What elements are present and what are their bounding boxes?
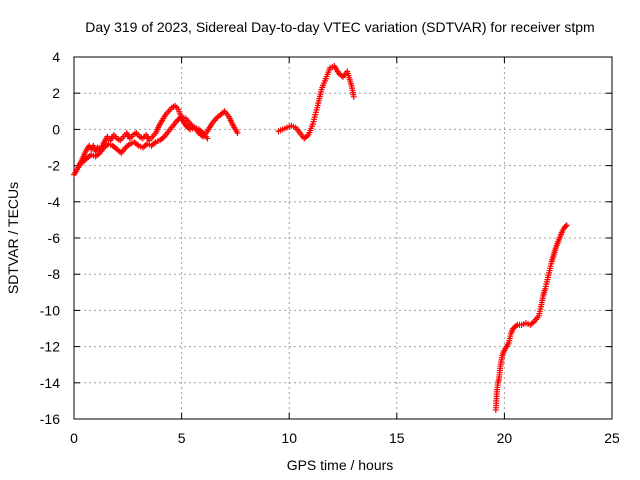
series-segment-1b [75, 113, 211, 169]
data-point [350, 93, 357, 100]
data-point [234, 130, 241, 137]
x-tick-label: 15 [389, 430, 405, 446]
y-tick-label: -10 [40, 302, 60, 318]
series-segment-2 [275, 63, 357, 142]
y-axis-label: SDTVAR / TECUs [5, 182, 21, 294]
y-tick-label: -12 [40, 339, 60, 355]
data-point [204, 135, 211, 142]
chart-title: Day 319 of 2023, Sidereal Day-to-day VTE… [85, 19, 594, 35]
x-axis-label: GPS time / hours [287, 457, 394, 473]
y-tick-label: -6 [48, 230, 61, 246]
x-axis: 0 5 10 15 20 25 [70, 57, 620, 446]
y-tick-label: -4 [48, 194, 61, 210]
y-tick-label: -14 [40, 375, 60, 391]
data-point [563, 222, 570, 229]
data-point [562, 223, 569, 230]
y-tick-label: 2 [52, 85, 60, 101]
y-axis: -16 -14 -12 -10 -8 -6 -4 -2 0 2 4 [40, 49, 612, 427]
x-tick-label: 25 [604, 430, 620, 446]
x-tick-label: 0 [70, 430, 78, 446]
y-tick-label: -8 [48, 266, 61, 282]
x-tick-label: 5 [178, 430, 186, 446]
grid [74, 57, 612, 419]
y-tick-label: 0 [52, 121, 60, 137]
y-tick-label: 4 [52, 49, 60, 65]
data-points [71, 63, 570, 413]
y-tick-label: -16 [40, 411, 60, 427]
x-tick-label: 10 [281, 430, 297, 446]
y-tick-label: -2 [48, 158, 61, 174]
x-tick-label: 20 [497, 430, 513, 446]
series-segment-3 [492, 222, 570, 413]
